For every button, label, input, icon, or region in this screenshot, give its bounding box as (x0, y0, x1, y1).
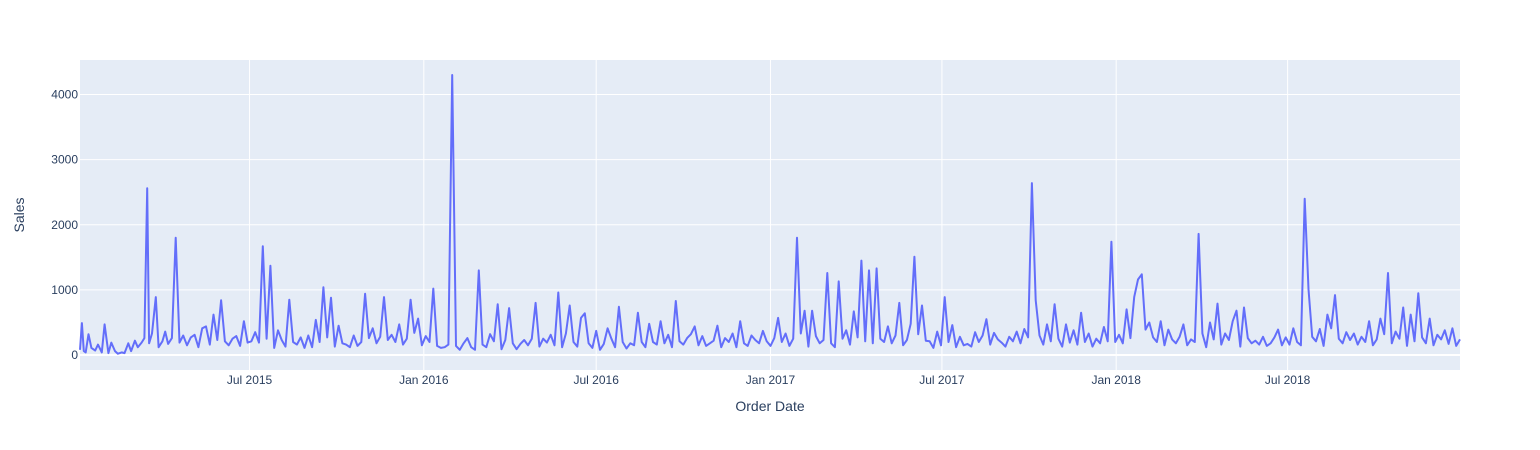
x-tick-label: Jan 2016 (399, 373, 449, 387)
y-axis-title: Sales (11, 197, 27, 232)
x-tick-labels: Jul 2015 Jan 2016 Jul 2016 Jan 2017 Jul 2017… (227, 373, 1311, 387)
x-tick-label: Jul 2015 (227, 373, 273, 387)
y-tick-label: 4000 (51, 88, 78, 102)
sales-series-line (79, 74, 1461, 355)
y-tick-label: 0 (71, 348, 78, 362)
x-grid (249, 60, 1289, 370)
x-axis-title: Order Date (735, 398, 804, 414)
y-tick-label: 1000 (51, 283, 78, 297)
x-tick-label: Jul 2016 (574, 373, 620, 387)
y-tick-label: 3000 (51, 153, 78, 167)
x-tick-label: Jan 2018 (1091, 373, 1141, 387)
y-tick-labels: 0 1000 2000 3000 4000 (51, 88, 78, 363)
x-tick-label: Jul 2018 (1265, 373, 1311, 387)
x-tick-label: Jul 2017 (919, 373, 965, 387)
y-tick-label: 2000 (51, 218, 78, 232)
x-tick-label: Jan 2017 (746, 373, 796, 387)
y-grid (80, 94, 1460, 357)
